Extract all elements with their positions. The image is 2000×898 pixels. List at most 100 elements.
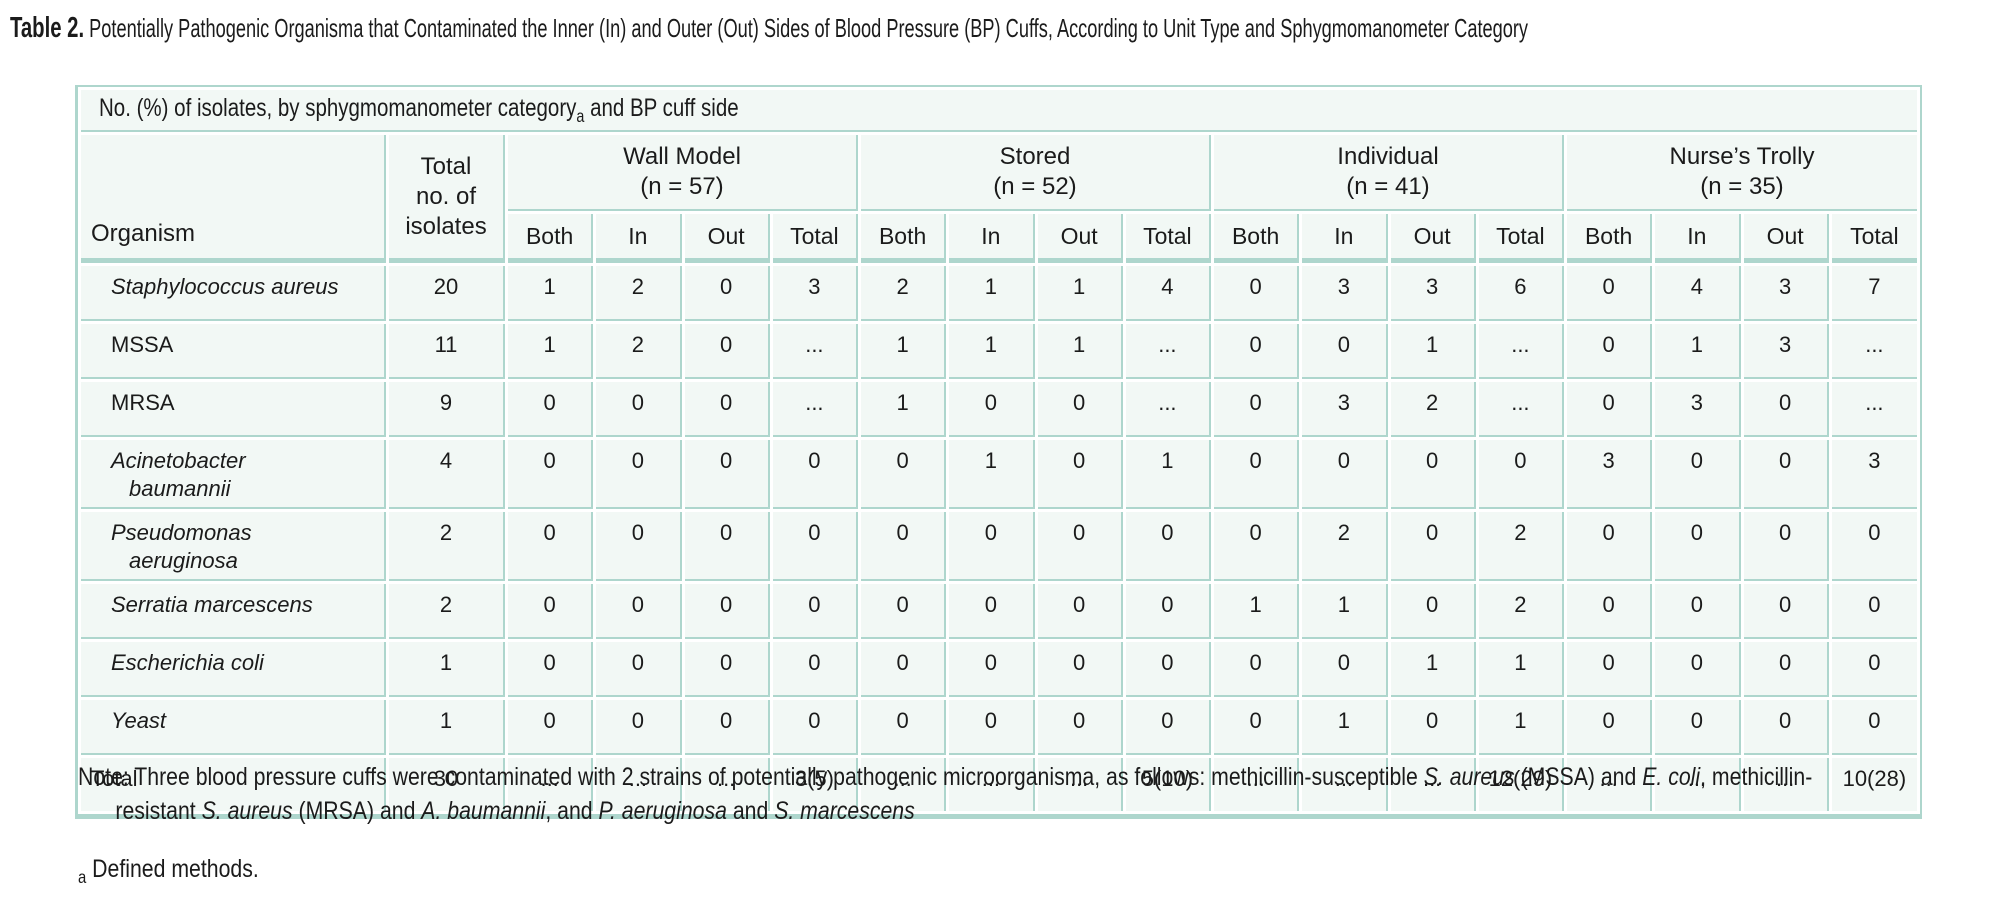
value-cell: 0 [508,512,594,581]
table-row: Yeast 1 0 0 0 0 0 0 0 0 0 1 0 1 0 0 0 0 [81,700,1917,755]
value-cell: 0 [1214,440,1300,509]
value-cell: 3 [1743,266,1829,321]
value-cell: 0 [949,584,1035,639]
data-table-container: No. (%) of isolates, by sphygmomanometer… [75,85,1922,819]
sub-header: Out [1390,214,1476,263]
organism-cell: Acinetobacter baumannii [81,440,386,509]
sub-header: In [1302,214,1388,263]
value-cell: 0 [772,584,858,639]
value-cell: 0 [1743,700,1829,755]
value-cell: 0 [1125,642,1211,697]
group-header-row: Organism Total no. of isolates Wall Mode… [81,135,1917,263]
value-cell: 0 [1655,512,1741,581]
note-line: resistant S. aureus (MRSA) and A. bauman… [115,797,915,825]
value-cell: 0 [1655,440,1741,509]
value-cell: 1 [1302,700,1388,755]
group-header-individual: Individual (n = 41) [1214,135,1564,211]
header-total-isolates: Total no. of isolates [389,135,505,263]
value-cell: 0 [1214,382,1300,437]
value-cell: 0 [1743,642,1829,697]
value-cell: 3(5) [772,758,858,811]
footnote: a Defined methods. [78,852,1812,894]
caption-bar: No. (%) of isolates, by sphygmomanometer… [81,90,1917,132]
value-cell: 0 [1125,700,1211,755]
value-cell: ... [1390,758,1476,811]
value-cell: 1 [949,324,1035,379]
caption-row: No. (%) of isolates, by sphygmomanometer… [81,90,1917,132]
value-cell: 1 [1478,642,1564,697]
value-cell: 0 [596,700,682,755]
value-cell: 0 [1567,700,1653,755]
value-cell: 0 [1037,382,1123,437]
value-cell: 0 [861,512,947,581]
value-cell: 0 [1743,440,1829,509]
value-cell: 0 [1125,584,1211,639]
value-cell: 0 [1037,700,1123,755]
table-row: Staphylococcus aureus 20 1 2 0 3 2 1 1 4 0 3 3 6 0 4 3 7 [81,266,1917,321]
value-cell: 0 [1567,512,1653,581]
organism-cell: Staphylococcus aureus [81,266,386,321]
value-cell: 0 [684,584,770,639]
table-row: Pseudomonas aeruginosa 2 0 0 0 0 0 0 0 0 0 2 0 2 0 0 0 0 [81,512,1917,581]
value-cell: 0 [949,512,1035,581]
value-cell: 0 [684,266,770,321]
value-cell: 1 [949,440,1035,509]
value-cell: 0 [1214,642,1300,697]
total-isolates-cell: 1 [389,642,505,697]
value-cell: ... [1125,324,1211,379]
value-cell: 0 [508,440,594,509]
value-cell: 0 [1567,266,1653,321]
sub-header: Both [1214,214,1300,263]
value-cell: 0 [1743,584,1829,639]
value-cell: 0 [772,700,858,755]
value-cell: 1 [861,324,947,379]
value-cell: 0 [1214,512,1300,581]
value-cell: ... [772,324,858,379]
value-cell: ... [508,758,594,811]
group-header-nurses-trolly: Nurse’s Trolly (n = 35) [1567,135,1917,211]
value-cell: ... [772,382,858,437]
value-cell: 3 [1831,440,1917,509]
total-isolates-cell: 2 [389,584,505,639]
value-cell: ... [1655,758,1741,811]
total-isolates-cell: 11 [389,324,505,379]
value-cell: 0 [596,382,682,437]
sub-header: In [1655,214,1741,263]
caption-footnote-mark: a [576,105,585,126]
value-cell: 0 [1655,584,1741,639]
sub-header: Out [1743,214,1829,263]
value-cell: 0 [684,440,770,509]
sub-header: In [949,214,1035,263]
table-title-text: Potentially Pathogenic Organisma that Co… [84,13,1529,43]
value-cell: 0 [1214,266,1300,321]
table-row: MRSA 9 0 0 0... 1 0 0... 0 3 2... 0 3 0... [81,382,1917,437]
value-cell: 0 [772,440,858,509]
total-isolates-cell: 1 [389,700,505,755]
sub-header: In [596,214,682,263]
value-cell: 0 [1478,440,1564,509]
value-cell: 0 [772,512,858,581]
value-cell: ... [1478,382,1564,437]
sub-header: Both [508,214,594,263]
value-cell: 0 [1567,642,1653,697]
group-header-stored: Stored (n = 52) [861,135,1211,211]
value-cell: ... [1478,324,1564,379]
value-cell: 1 [1302,584,1388,639]
value-cell: ... [1567,758,1653,811]
value-cell: 2 [596,324,682,379]
value-cell: 2 [1478,512,1564,581]
value-cell: ... [1037,758,1123,811]
sub-header: Out [684,214,770,263]
value-cell: 0 [1831,512,1917,581]
header-organism: Organism [81,135,386,263]
value-cell: 0 [1125,512,1211,581]
value-cell: 3 [1567,440,1653,509]
sub-header-row: Both In Out Total Both In Out Total Both… [81,214,1917,263]
value-cell: 0 [1390,584,1476,639]
sub-header: Both [1567,214,1653,263]
sub-header: Total [1125,214,1211,263]
total-isolates-cell: 4 [389,440,505,509]
total-isolates-cell: 2 [389,512,505,581]
value-cell: 7 [1831,266,1917,321]
value-cell: 0 [684,700,770,755]
